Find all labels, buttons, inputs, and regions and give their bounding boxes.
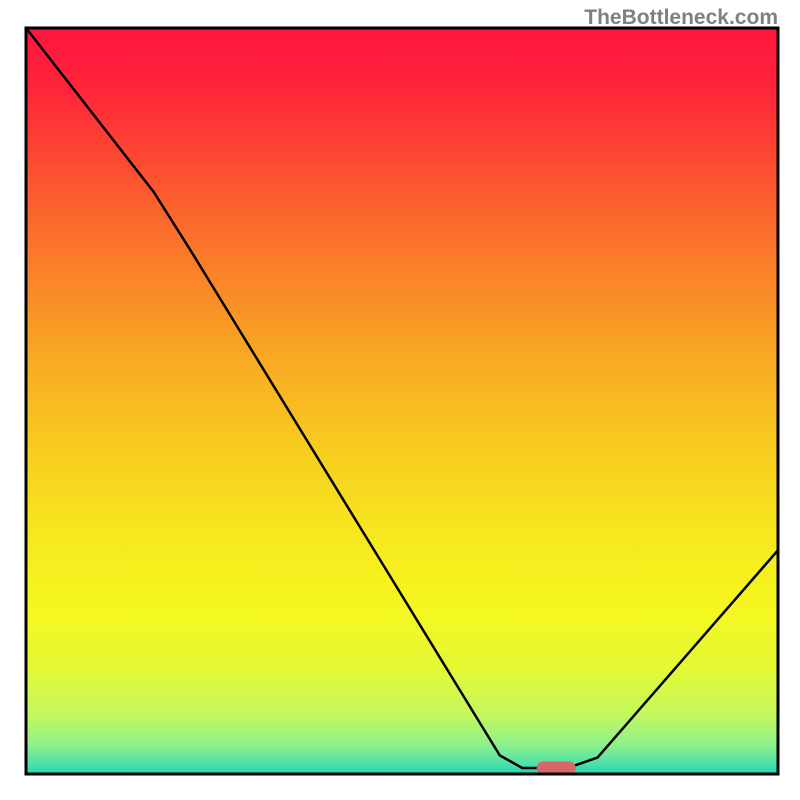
bottleneck-chart bbox=[0, 0, 800, 800]
chart-container: TheBottleneck.com bbox=[0, 0, 800, 800]
gradient-background bbox=[26, 28, 778, 774]
